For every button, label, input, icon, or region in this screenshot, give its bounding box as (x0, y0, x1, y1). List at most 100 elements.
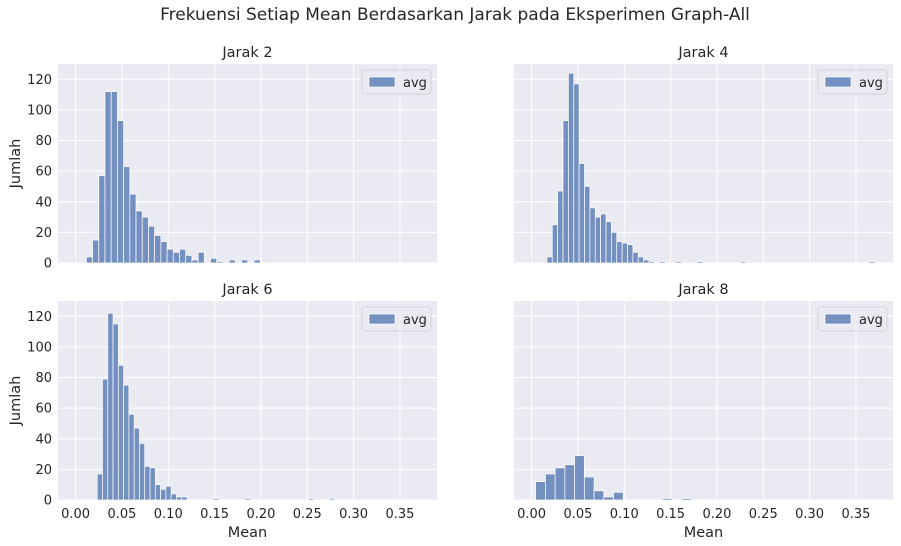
subplot-2: Jarak 4 avg (514, 45, 893, 264)
legend-swatch (368, 76, 396, 88)
histogram-bar (329, 498, 336, 501)
subplot-title: Jarak 4 (677, 45, 728, 61)
x-tick-label: 0.20 (246, 507, 275, 522)
subplot-3: 0 20 40 60 80 100 120 0.00 0.05 0.10 0.15 0.20 0.25 0… (8, 282, 437, 541)
x-tick-label: 0.00 (61, 507, 90, 522)
histogram-bar (562, 120, 569, 264)
histogram-bar (621, 242, 628, 264)
y-tick-label: 40 (35, 195, 52, 210)
histogram-bar (593, 490, 605, 501)
y-tick-label: 80 (35, 371, 52, 386)
histogram-bar (627, 244, 634, 264)
x-tick-label: 0.05 (563, 507, 592, 522)
x-tick-label: 0.30 (795, 507, 824, 522)
histogram-bar (643, 259, 650, 264)
histogram-bar (589, 207, 596, 264)
y-tick-label: 0 (44, 257, 52, 272)
histogram-bar (573, 83, 580, 264)
histogram-bar (661, 498, 673, 501)
histogram-bar (160, 241, 168, 264)
histogram-bar (659, 261, 666, 264)
histogram-bar (128, 413, 135, 501)
histogram-bar (96, 473, 103, 501)
histogram-bar (86, 256, 93, 264)
histogram-bar (133, 427, 140, 501)
histogram-bar (123, 166, 131, 264)
subplot-4: 0.00 0.05 0.10 0.15 0.20 0.25 0.30 0.35 Jarak 8 M… (514, 282, 893, 541)
histogram-bar (535, 481, 546, 501)
y-tick-label: 20 (35, 463, 52, 478)
histogram-bar (165, 485, 172, 501)
histogram-bar (697, 261, 704, 264)
histogram-bar (172, 251, 180, 264)
histogram-bar (92, 239, 100, 264)
x-axis-label: Mean (228, 525, 268, 541)
legend-label: avg (859, 313, 883, 328)
histogram-bar (648, 261, 655, 264)
histogram-bar (632, 251, 639, 264)
x-tick-label: 0.15 (200, 507, 229, 522)
histogram-bar (594, 216, 601, 264)
y-tick-label: 100 (27, 103, 52, 118)
histogram-bar (216, 261, 224, 264)
legend-frame (361, 306, 432, 332)
subplot-1: 0 20 40 60 80 100 120 Jarak 2 Jumlah avg (8, 45, 437, 272)
histogram-bar (241, 259, 249, 264)
histogram-bar (603, 496, 614, 501)
histogram-bar (637, 256, 644, 264)
histogram-bar (213, 498, 220, 501)
histogram-bar (675, 261, 682, 264)
histogram-bar (139, 443, 146, 501)
histogram-bar (98, 175, 106, 264)
subplot-title: Jarak 2 (221, 45, 272, 61)
histogram-bar (584, 186, 591, 264)
x-tick-label: 0.05 (107, 507, 136, 522)
y-axis-label: Jumlah (8, 376, 24, 427)
y-tick-label: 100 (27, 340, 52, 355)
legend-swatch (824, 76, 852, 88)
legend-frame (817, 306, 888, 332)
histogram-bar (551, 224, 558, 264)
x-tick-label: 0.10 (154, 507, 183, 522)
histogram-bar (107, 312, 114, 501)
histogram-bar (166, 248, 174, 264)
histogram-bar (611, 232, 618, 264)
legend-frame (817, 69, 888, 95)
x-axis-label: Mean (684, 525, 724, 541)
legend-swatch (368, 313, 396, 325)
legend: avg (361, 69, 432, 95)
y-tick-label: 80 (35, 134, 52, 149)
histogram-bar (185, 254, 193, 264)
histogram-bar (869, 261, 876, 264)
histogram-bar (154, 484, 161, 501)
histogram-bar (616, 241, 623, 264)
histogram-bar (740, 261, 747, 264)
x-tick-label: 0.20 (702, 507, 731, 522)
y-axis-label: Jumlah (8, 139, 24, 190)
y-tick-label: 120 (27, 73, 52, 88)
x-tick-label: 0.25 (749, 507, 778, 522)
legend: avg (817, 69, 888, 95)
legend: avg (361, 306, 432, 332)
histogram-bar (135, 210, 143, 264)
histogram-bar (197, 251, 205, 264)
histogram-bar (578, 163, 585, 264)
y-tick-label: 0 (44, 494, 52, 509)
histogram-bar (123, 384, 130, 501)
x-tick-label: 0.00 (517, 507, 546, 522)
y-tick-label: 60 (35, 402, 52, 417)
histogram-bar (144, 465, 151, 501)
x-tick-label: 0.30 (339, 507, 368, 522)
figure-title: Frekuensi Setiap Mean Berdasarkan Jarak … (160, 5, 750, 25)
legend: avg (817, 306, 888, 332)
histogram-bar (600, 213, 607, 264)
y-tick-label: 20 (35, 226, 52, 241)
histogram-bar (179, 248, 187, 264)
histogram-bar (228, 259, 236, 264)
histogram-bar (170, 493, 177, 501)
histogram-bar (253, 259, 261, 264)
y-tick-label: 40 (35, 432, 52, 447)
histogram-bar (129, 193, 137, 264)
histogram-bar (148, 225, 155, 264)
